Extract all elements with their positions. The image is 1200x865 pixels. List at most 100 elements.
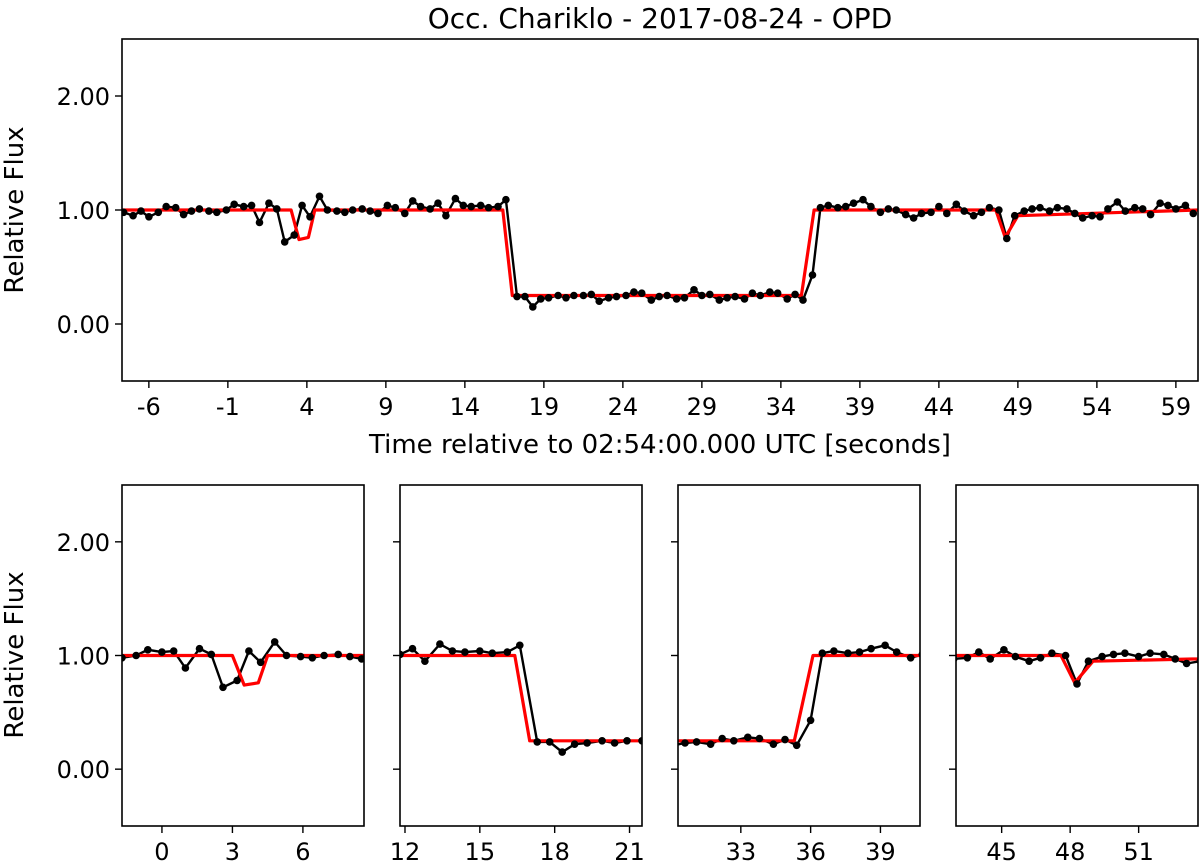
- data-point: [280, 238, 289, 246]
- data-point: [622, 291, 630, 300]
- data-point: [1010, 211, 1019, 220]
- data-point: [638, 289, 646, 298]
- data-point: [1121, 649, 1129, 657]
- plot-area: [678, 641, 920, 750]
- x-tick-label: 21: [614, 838, 645, 865]
- data-point: [867, 202, 875, 211]
- data-point: [516, 641, 524, 650]
- x-tick-label: 18: [539, 838, 570, 865]
- data-point: [1182, 659, 1191, 668]
- x-tick-label: 34: [766, 393, 797, 421]
- data-point: [169, 647, 178, 655]
- data-point: [256, 658, 265, 667]
- data-point: [533, 738, 541, 746]
- data-point: [1063, 205, 1071, 213]
- data-point: [132, 651, 140, 660]
- model-line: [678, 653, 920, 743]
- x-tick-label: 39: [845, 393, 876, 421]
- data-point: [230, 200, 238, 209]
- data-point: [612, 292, 621, 301]
- data-point: [296, 652, 305, 661]
- data-point: [995, 206, 1003, 214]
- data-point: [451, 194, 460, 203]
- data-point: [383, 201, 392, 210]
- data-point: [1073, 680, 1081, 688]
- data-point: [436, 640, 444, 648]
- data-point: [273, 205, 281, 213]
- data-point: [1121, 207, 1130, 215]
- data-point: [690, 286, 698, 294]
- x-tick-label: 4: [299, 393, 314, 421]
- data-point: [476, 201, 485, 210]
- data-point: [943, 209, 951, 218]
- data-point: [1098, 652, 1106, 661]
- data-point: [320, 651, 328, 660]
- plot-area: [122, 638, 380, 692]
- x-tick-label: 36: [795, 838, 826, 865]
- data-point: [740, 295, 749, 303]
- data-point: [892, 648, 901, 656]
- data-point: [1164, 201, 1172, 210]
- data-point: [255, 218, 264, 227]
- data-point: [213, 208, 221, 217]
- data-point: [348, 206, 357, 214]
- zoom-y-axis-label: Relative Flux: [0, 571, 30, 738]
- data-point: [247, 201, 256, 210]
- data-point: [1011, 652, 1020, 661]
- data-point: [867, 644, 875, 653]
- data-point: [806, 716, 815, 725]
- data-point: [977, 208, 986, 217]
- data-point: [323, 206, 332, 214]
- data-point: [1048, 649, 1056, 657]
- data-point: [408, 197, 417, 205]
- data-point: [536, 295, 545, 303]
- data-point: [1172, 205, 1180, 213]
- model-line: [122, 653, 364, 687]
- panel-zoom-3: 33 36 39: [671, 484, 921, 865]
- data-point: [205, 207, 213, 215]
- data-point: [681, 739, 689, 747]
- data-point: [366, 207, 374, 215]
- data-point: [816, 203, 825, 212]
- data-point: [122, 654, 126, 662]
- data-point: [484, 203, 493, 212]
- data-point: [963, 654, 972, 662]
- data-point: [181, 664, 190, 672]
- x-tick-label: 14: [450, 393, 481, 421]
- overview-y-axis-label: Relative Flux: [0, 126, 30, 293]
- data-point: [1096, 213, 1104, 221]
- data-point: [1134, 652, 1143, 661]
- data-point: [1003, 234, 1011, 243]
- y-tick-label: 2.00: [57, 529, 110, 557]
- data-point: [442, 211, 450, 220]
- data-point: [448, 647, 457, 655]
- data-point: [562, 294, 570, 302]
- data-point: [917, 209, 926, 218]
- model-line: [122, 208, 1198, 298]
- data-point: [824, 201, 833, 210]
- x-tick-label: -1: [216, 393, 240, 421]
- data-point: [1078, 214, 1087, 222]
- x-tick-label: 0: [154, 838, 169, 865]
- data-point: [145, 213, 153, 221]
- data-point: [467, 202, 476, 211]
- data-point: [830, 647, 838, 655]
- data-point: [1146, 649, 1154, 657]
- data-point: [901, 210, 910, 219]
- data-point: [579, 291, 588, 300]
- data-point: [476, 647, 484, 655]
- x-tick-label: 15: [465, 838, 496, 865]
- data-point: [587, 290, 596, 299]
- data-point: [219, 683, 227, 692]
- data-point: [207, 650, 216, 659]
- data-point: [1189, 209, 1198, 218]
- data-point: [1084, 657, 1093, 665]
- data-point: [372, 647, 380, 655]
- data-point: [583, 739, 591, 747]
- data-point: [1061, 651, 1070, 660]
- data-point: [1036, 654, 1045, 662]
- data-point: [663, 291, 671, 300]
- data-point: [265, 199, 273, 207]
- data-point: [730, 737, 738, 745]
